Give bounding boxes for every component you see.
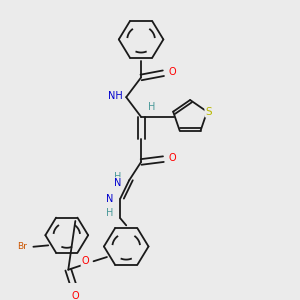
Text: S: S bbox=[205, 107, 212, 117]
Text: O: O bbox=[72, 291, 80, 300]
Text: O: O bbox=[169, 153, 176, 163]
Text: N: N bbox=[114, 178, 121, 188]
Text: Br: Br bbox=[17, 242, 27, 251]
Text: H: H bbox=[114, 172, 121, 182]
Text: O: O bbox=[81, 256, 89, 266]
Text: H: H bbox=[106, 208, 114, 218]
Text: O: O bbox=[169, 67, 176, 77]
Text: NH: NH bbox=[108, 91, 123, 101]
Text: H: H bbox=[148, 102, 155, 112]
Text: N: N bbox=[106, 194, 114, 204]
